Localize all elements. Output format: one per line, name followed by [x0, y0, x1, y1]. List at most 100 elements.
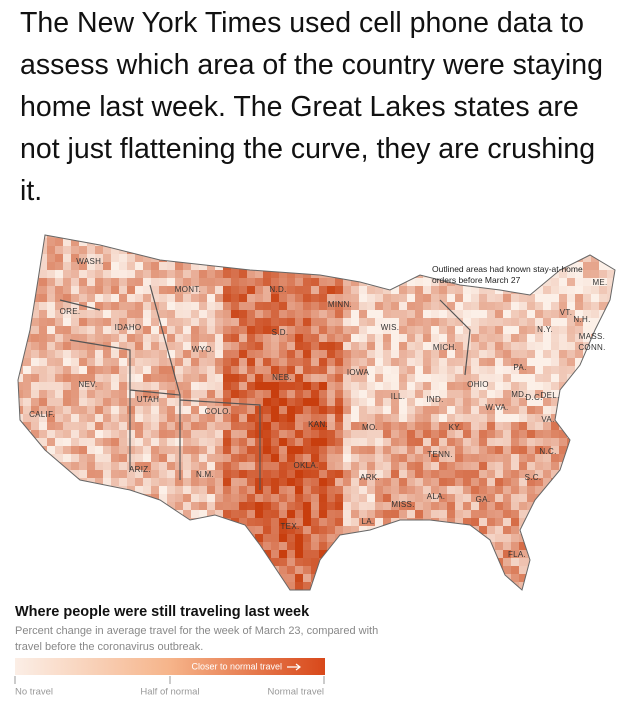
county-cell: [255, 534, 263, 542]
county-cell: [455, 235, 463, 238]
county-cell: [151, 286, 159, 294]
county-cell: [551, 286, 559, 294]
county-cell: [615, 494, 623, 502]
county-cell: [127, 542, 135, 550]
county-cell: [31, 542, 39, 550]
county-cell: [223, 398, 231, 406]
county-cell: [599, 438, 607, 446]
county-cell: [351, 270, 359, 278]
county-cell: [551, 358, 559, 366]
county-cell: [79, 518, 87, 526]
county-cell: [591, 366, 599, 374]
county-cell: [327, 470, 335, 478]
county-cell: [279, 235, 287, 238]
county-cell: [63, 542, 71, 550]
county-cell: [95, 478, 103, 486]
county-cell: [183, 366, 191, 374]
county-cell: [327, 454, 335, 462]
county-cell: [18, 294, 23, 302]
county-cell: [551, 398, 559, 406]
county-cell: [215, 254, 223, 262]
county-cell: [71, 590, 79, 598]
county-cell: [239, 590, 247, 598]
county-cell: [18, 235, 23, 238]
county-cell: [143, 582, 151, 590]
county-cell: [495, 398, 503, 406]
county-cell: [271, 286, 279, 294]
county-cell: [399, 430, 407, 438]
county-cell: [343, 582, 351, 590]
county-cell: [383, 470, 391, 478]
county-cell: [151, 446, 159, 454]
county-cell: [263, 326, 271, 334]
county-cell: [503, 470, 511, 478]
county-cell: [503, 406, 511, 414]
county-cell: [343, 342, 351, 350]
county-cell: [559, 246, 567, 254]
county-cell: [127, 238, 135, 246]
county-cell: [519, 438, 527, 446]
county-cell: [551, 406, 559, 414]
county-cell: [167, 518, 175, 526]
county-cell: [503, 510, 511, 518]
county-cell: [551, 582, 559, 590]
county-cell: [351, 518, 359, 526]
county-cell: [87, 470, 95, 478]
county-cell: [263, 518, 271, 526]
county-cell: [247, 470, 255, 478]
county-cell: [231, 438, 239, 446]
county-cell: [327, 342, 335, 350]
county-cell: [79, 246, 87, 254]
county-cell: [311, 262, 319, 270]
county-cell: [271, 542, 279, 550]
county-cell: [18, 462, 23, 470]
county-cell: [567, 462, 575, 470]
county-cell: [87, 390, 95, 398]
county-cell: [231, 454, 239, 462]
county-cell: [551, 278, 559, 286]
county-cell: [279, 502, 287, 510]
county-cell: [39, 262, 47, 270]
county-cell: [47, 390, 55, 398]
county-cell: [39, 478, 47, 486]
county-cell: [447, 406, 455, 414]
county-cell: [231, 238, 239, 246]
county-cell: [135, 302, 143, 310]
county-cell: [583, 422, 591, 430]
county-cell: [223, 590, 231, 598]
county-cell: [175, 366, 183, 374]
county-cell: [351, 254, 359, 262]
county-cell: [71, 430, 79, 438]
county-cell: [167, 334, 175, 342]
county-cell: [431, 462, 439, 470]
county-cell: [119, 398, 127, 406]
county-cell: [175, 574, 183, 582]
county-cell: [351, 534, 359, 542]
county-cell: [455, 558, 463, 566]
county-cell: [519, 246, 527, 254]
county-cell: [503, 318, 511, 326]
county-cell: [615, 350, 623, 358]
county-cell: [535, 414, 543, 422]
county-cell: [615, 422, 623, 430]
county-cell: [487, 342, 495, 350]
county-cell: [551, 342, 559, 350]
county-cell: [55, 478, 63, 486]
state-label: WYO.: [192, 345, 215, 354]
county-cell: [18, 486, 23, 494]
county-cell: [159, 422, 167, 430]
county-cell: [559, 446, 567, 454]
state-label: IOWA: [347, 368, 370, 377]
county-cell: [239, 366, 247, 374]
county-cell: [399, 462, 407, 470]
county-cell: [199, 342, 207, 350]
county-cell: [167, 246, 175, 254]
county-cell: [551, 550, 559, 558]
county-cell: [39, 518, 47, 526]
county-cell: [135, 358, 143, 366]
county-cell: [431, 446, 439, 454]
county-cell: [327, 430, 335, 438]
county-cell: [47, 278, 55, 286]
county-cell: [351, 406, 359, 414]
county-cell: [247, 235, 255, 238]
